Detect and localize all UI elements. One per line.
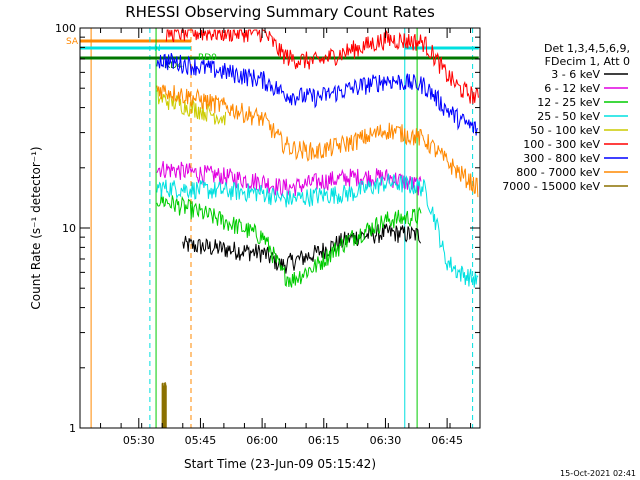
flag-label-n: N — [154, 44, 161, 54]
legend-label: 800 - 7000 keV — [516, 166, 600, 179]
legend-label: 300 - 800 keV — [523, 152, 600, 165]
y-tick-label: 1 — [69, 422, 76, 435]
series-line — [156, 192, 422, 288]
series-300-800keV — [156, 52, 479, 136]
x-tick-label: 06:45 — [431, 434, 463, 447]
chart-title: RHESSI Observing Summary Count Rates — [125, 3, 435, 21]
axes: 05:30 05:45 06:00 06:15 06:30 06:45 1 10 100 — [55, 22, 480, 447]
series-line — [156, 84, 479, 198]
x-tick-label: 06:00 — [246, 434, 278, 447]
legend-label: 3 - 6 keV — [551, 68, 600, 81]
legend-label: 6 - 12 keV — [544, 82, 600, 95]
legend-header-line: Det 1,3,4,5,6,9, — [544, 42, 630, 55]
series-line — [156, 161, 422, 198]
legend-label: 12 - 25 keV — [537, 96, 600, 109]
x-tick-label: 05:45 — [185, 434, 217, 447]
generation-timestamp: 15-Oct-2021 02:41 — [560, 469, 636, 478]
legend-header-line: FDecim 1, Att 0 — [545, 55, 630, 68]
series-800-7000keV — [156, 84, 479, 198]
x-tick-label: 06:15 — [308, 434, 340, 447]
legend-label: 100 - 300 keV — [523, 138, 600, 151]
y-tick-label: 10 — [62, 222, 76, 235]
series-25-50keV — [156, 173, 479, 288]
y-tick-label: 100 — [55, 22, 76, 35]
series-7000-15000keV — [161, 382, 167, 428]
series-100-300keV — [165, 29, 479, 105]
series-line — [156, 173, 479, 288]
series-lines — [156, 29, 479, 428]
y-axis-label: Count Rate (s⁻¹ detector⁻¹) — [29, 146, 43, 309]
series-line — [182, 223, 422, 274]
flag-label-sa: SA — [66, 37, 79, 47]
legend-label: 25 - 50 keV — [537, 110, 600, 123]
x-tick-label: 06:30 — [370, 434, 402, 447]
legend-label: 7000 - 15000 keV — [502, 180, 600, 193]
legend-label: 50 - 100 keV — [530, 124, 600, 137]
x-axis-label: Start Time (23-Jun-09 05:15:42) — [184, 457, 376, 471]
series-12-25keV — [156, 192, 422, 288]
series-line — [165, 29, 479, 105]
series-6-12keV — [156, 161, 422, 198]
x-tick-label: 05:30 — [123, 434, 155, 447]
series-3-6keV — [182, 223, 422, 274]
legend: Det 1,3,4,5,6,9,FDecim 1, Att 03 - 6 keV… — [502, 42, 630, 193]
flag-label-rd0: RD0 — [198, 53, 217, 63]
series-line — [156, 52, 479, 136]
